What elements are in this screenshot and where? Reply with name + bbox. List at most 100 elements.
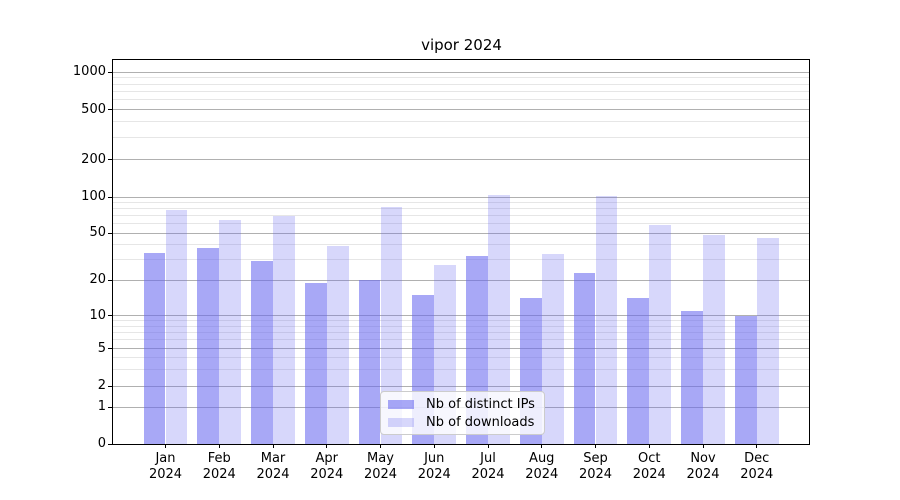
y-axis-tick-label-100: 100 xyxy=(81,189,106,204)
y-axis-tick-mark-1000 xyxy=(108,71,112,73)
bar-downloads-sep xyxy=(595,196,618,444)
x-axis-tick-mark-dec xyxy=(756,444,758,448)
x-axis-tick-mark-may xyxy=(380,444,381,448)
x-tick-year: 2024 xyxy=(578,467,613,482)
x-tick-month: Mar xyxy=(260,451,286,466)
x-tick-month: Feb xyxy=(207,451,231,466)
x-tick-month: Oct xyxy=(638,451,661,466)
y-axis-tick-mark-5 xyxy=(108,348,112,350)
x-tick-year: 2024 xyxy=(310,467,344,482)
y-axis-tick-label-5: 5 xyxy=(97,340,106,356)
y-axis-tick-mark-200 xyxy=(108,159,112,160)
x-axis-tick-mark-apr xyxy=(326,444,328,448)
legend-swatch-downloads xyxy=(388,417,414,427)
y-axis-tick-label-50: 50 xyxy=(89,225,106,240)
x-tick-month: Nov xyxy=(690,451,716,466)
gridline-major-1000 xyxy=(113,71,810,73)
gridline-minor-70 xyxy=(113,215,810,217)
x-tick-month: Sep xyxy=(583,451,608,466)
x-tick-month: Jan xyxy=(155,451,176,466)
gridline-minor-700 xyxy=(113,90,810,92)
x-axis-tick-mark-feb xyxy=(218,444,220,448)
x-tick-year: 2024 xyxy=(148,467,183,482)
x-tick-year: 2024 xyxy=(686,467,720,482)
gridline-major-200 xyxy=(113,159,810,160)
legend-label-distinct-ips: Nb of distinct IPs xyxy=(426,396,535,412)
x-tick-year: 2024 xyxy=(632,467,666,482)
gridline-major-2 xyxy=(113,385,810,387)
bar-ips-oct xyxy=(627,298,650,444)
legend: Nb of distinct IPs Nb of downloads xyxy=(380,391,545,435)
y-axis-tick-mark-100 xyxy=(108,196,112,198)
gridline-major-10 xyxy=(113,315,810,316)
gridline-minor-4 xyxy=(113,357,810,359)
gridline-minor-900 xyxy=(113,77,810,79)
bar-ips-jan xyxy=(143,252,166,444)
gridline-minor-8 xyxy=(113,325,810,327)
bar-downloads-may xyxy=(380,206,403,444)
chart-title: vipor 2024 xyxy=(421,36,502,54)
x-axis-tick-mark-oct xyxy=(648,444,650,448)
gridline-minor-80 xyxy=(113,208,810,210)
x-tick-month: Jul xyxy=(480,451,496,466)
x-tick-month: Dec xyxy=(744,451,770,466)
x-axis-tick-mark-aug xyxy=(541,444,543,448)
x-axis-tick-label-jul: Jul 2024 xyxy=(460,451,516,483)
bar-downloads-nov xyxy=(703,235,725,444)
gridline-major-5 xyxy=(113,348,810,350)
bar-ips-mar xyxy=(251,260,273,444)
bar-downloads-oct xyxy=(649,225,672,444)
x-tick-month: May xyxy=(367,451,394,466)
y-axis-tick-mark-50 xyxy=(108,232,112,234)
gridline-minor-600 xyxy=(113,99,810,101)
bar-downloads-dec xyxy=(756,238,779,444)
y-axis-tick-label-10: 10 xyxy=(89,307,106,323)
x-axis-tick-mark-jan xyxy=(165,444,166,448)
bar-ips-may xyxy=(358,280,381,444)
bar-downloads-jul xyxy=(488,194,510,444)
x-tick-year: 2024 xyxy=(740,467,774,482)
bar-downloads-mar xyxy=(273,215,295,444)
gridline-minor-90 xyxy=(113,201,810,203)
gridline-minor-800 xyxy=(113,83,810,85)
bar-ips-nov xyxy=(681,310,703,444)
legend-label-downloads: Nb of downloads xyxy=(426,414,535,430)
y-axis-tick-mark-500 xyxy=(108,109,112,110)
gridline-minor-300 xyxy=(113,136,810,138)
x-tick-month: Jun xyxy=(424,451,445,466)
x-tick-month: Apr xyxy=(315,451,339,466)
x-axis-tick-label-jun: Jun 2024 xyxy=(406,451,462,483)
gridline-minor-30 xyxy=(113,258,810,260)
x-tick-month: Aug xyxy=(529,451,555,466)
y-axis-tick-label-200: 200 xyxy=(81,151,106,167)
bar-ips-dec xyxy=(734,315,757,444)
x-axis-tick-mark-jul xyxy=(487,444,489,448)
bar-downloads-feb xyxy=(219,220,242,444)
x-axis-tick-label-feb: Feb 2024 xyxy=(191,451,247,483)
x-axis-tick-label-nov: Nov 2024 xyxy=(675,451,731,483)
y-axis-tick-label-2: 2 xyxy=(97,378,106,393)
x-axis-tick-label-apr: Apr 2024 xyxy=(299,451,355,483)
y-axis-tick-mark-2 xyxy=(108,385,112,387)
gridline-major-100 xyxy=(113,196,810,198)
x-axis-tick-label-dec: Dec 2024 xyxy=(729,451,785,483)
gridline-minor-40 xyxy=(113,243,810,245)
gridline-minor-6 xyxy=(113,339,810,341)
x-axis-tick-label-may: May 2024 xyxy=(353,451,409,483)
gridline-major-500 xyxy=(113,109,810,110)
y-axis-tick-label-1000: 1000 xyxy=(72,64,106,79)
x-tick-year: 2024 xyxy=(417,467,451,482)
legend-item-downloads: Nb of downloads xyxy=(388,413,537,431)
bar-ips-sep xyxy=(573,272,596,444)
x-tick-year: 2024 xyxy=(256,467,290,482)
x-axis-tick-label-mar: Mar 2024 xyxy=(245,451,301,483)
gridline-major-20 xyxy=(113,279,810,281)
y-axis-tick-label-0: 0 xyxy=(97,436,106,451)
x-axis-tick-label-oct: Oct 2024 xyxy=(621,451,677,483)
y-axis-tick-mark-1 xyxy=(108,406,112,408)
x-axis-tick-label-sep: Sep 2024 xyxy=(568,451,624,483)
legend-item-distinct-ips: Nb of distinct IPs xyxy=(388,395,537,413)
y-axis-tick-label-20: 20 xyxy=(89,272,106,287)
bar-downloads-jan xyxy=(165,209,188,444)
